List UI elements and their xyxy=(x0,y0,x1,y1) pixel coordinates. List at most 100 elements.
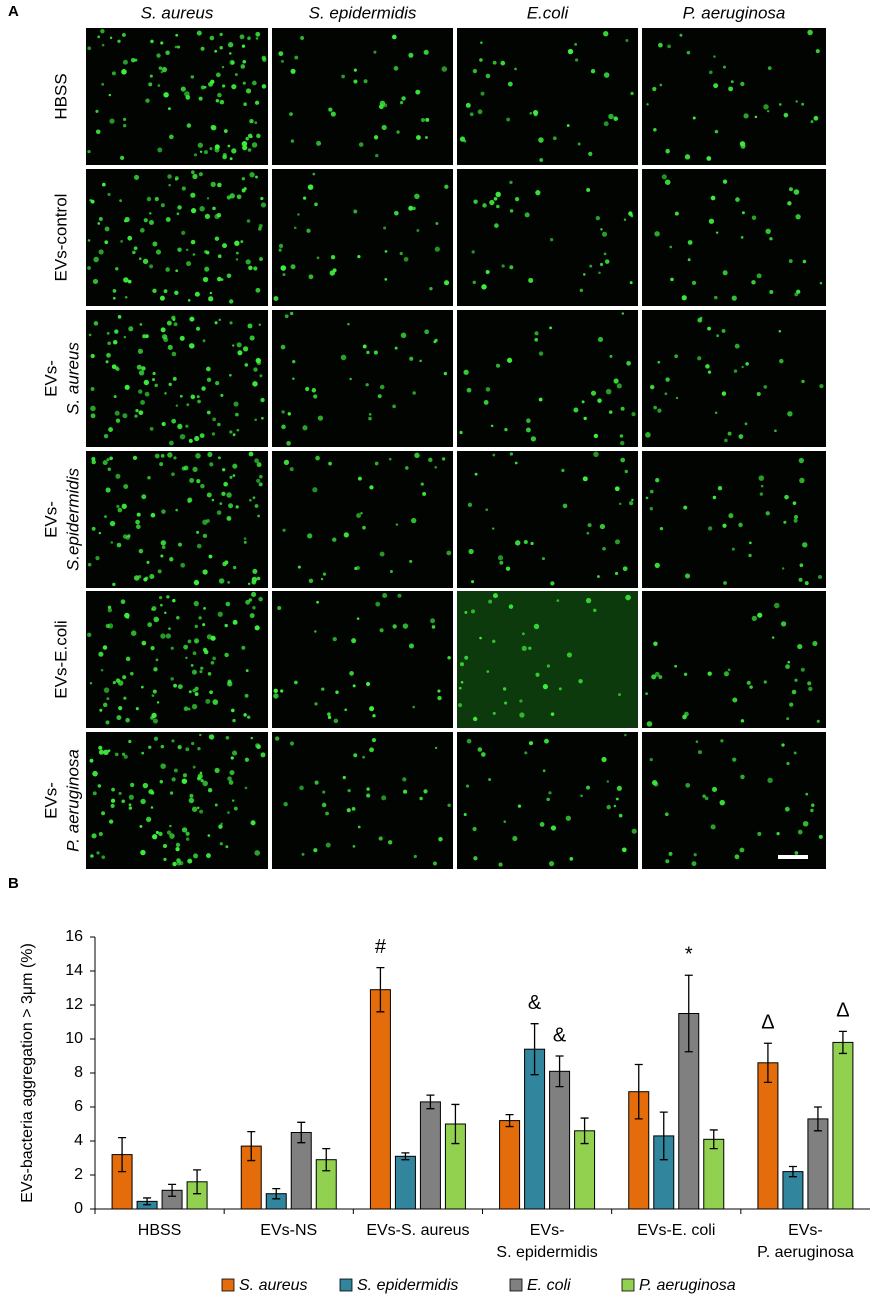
bacterium xyxy=(151,834,158,840)
bacterium xyxy=(731,547,735,551)
bacterium xyxy=(344,708,348,712)
bacterium xyxy=(392,404,396,409)
bacterium xyxy=(297,565,301,569)
bacterium xyxy=(210,181,216,188)
panel-label: B xyxy=(8,875,19,892)
bacterium xyxy=(191,669,197,675)
bacterium xyxy=(550,712,555,716)
bacterium xyxy=(108,819,114,824)
bacterium xyxy=(229,770,235,776)
bacterium xyxy=(123,754,128,759)
bacterium xyxy=(151,694,155,697)
bacterium xyxy=(349,671,354,676)
bar xyxy=(499,1120,521,1210)
bacterium xyxy=(229,299,234,304)
y-tick-label: 8 xyxy=(74,1064,83,1081)
bacterium xyxy=(664,179,671,185)
bacterium xyxy=(134,414,138,418)
bacterium xyxy=(738,522,743,528)
bacterium xyxy=(312,172,316,176)
bacterium xyxy=(549,238,554,242)
micrograph xyxy=(457,732,638,869)
bacterium xyxy=(722,179,728,184)
bacterium xyxy=(815,49,820,54)
micrograph xyxy=(642,310,826,447)
bacterium xyxy=(713,83,719,89)
bacterium xyxy=(108,427,114,432)
bacterium xyxy=(471,580,475,584)
bacterium xyxy=(598,271,601,275)
bacterium xyxy=(724,438,728,443)
bacterium xyxy=(716,334,720,338)
bacterium xyxy=(187,707,191,711)
bacterium xyxy=(428,457,433,463)
bacterium xyxy=(160,41,164,45)
bacterium xyxy=(184,91,190,97)
bacterium xyxy=(727,431,732,436)
bacterium xyxy=(203,150,208,155)
bacterium xyxy=(181,778,188,784)
y-tick-label: 6 xyxy=(74,1098,83,1115)
bacterium xyxy=(150,512,156,518)
bacterium xyxy=(343,532,349,538)
bacterium xyxy=(166,320,172,326)
bacterium xyxy=(193,579,200,586)
bacterium xyxy=(139,824,143,828)
bacterium xyxy=(741,211,745,215)
bacterium xyxy=(290,311,294,316)
bacterium xyxy=(769,289,774,294)
bacterium xyxy=(746,680,751,685)
bacterium xyxy=(235,258,239,261)
bacterium xyxy=(723,671,730,677)
bacterium xyxy=(521,645,527,651)
bacterium xyxy=(738,434,744,439)
bacterium xyxy=(171,418,177,424)
bacterium xyxy=(713,295,718,300)
bacterium xyxy=(241,141,248,147)
bacterium xyxy=(107,605,112,609)
bacterium xyxy=(524,751,528,755)
bacterium xyxy=(787,660,791,664)
bacterium xyxy=(91,526,96,531)
bacterium xyxy=(767,777,773,784)
bacterium xyxy=(221,65,225,69)
bacterium xyxy=(100,668,104,672)
bacterium xyxy=(256,576,261,581)
bacterium xyxy=(749,685,753,689)
bacterium xyxy=(778,329,782,333)
bacterium xyxy=(356,513,362,518)
bacterium xyxy=(313,848,318,853)
bacterium xyxy=(302,196,307,200)
bacterium xyxy=(208,734,215,740)
bacterium xyxy=(495,191,501,198)
bacterium xyxy=(89,682,93,685)
bacterium xyxy=(223,129,228,133)
bacterium xyxy=(506,357,513,363)
bacterium xyxy=(261,55,267,61)
bacterium xyxy=(199,206,205,212)
bacterium xyxy=(734,854,740,860)
bacterium xyxy=(196,30,202,36)
bacterium xyxy=(437,689,441,693)
error-bar xyxy=(530,1023,539,1076)
bacterium xyxy=(794,851,799,855)
bacterium xyxy=(125,717,130,723)
bacterium xyxy=(152,288,157,294)
bacterium xyxy=(561,468,565,473)
bacterium xyxy=(472,68,478,74)
bacterium xyxy=(219,46,223,50)
error-bar xyxy=(401,1152,410,1161)
bacterium xyxy=(322,572,327,576)
bar xyxy=(549,1070,571,1210)
bacterium xyxy=(357,825,361,829)
bacterium xyxy=(514,196,520,202)
bacterium xyxy=(628,211,633,216)
bacterium xyxy=(498,862,503,867)
bacterium xyxy=(740,774,745,780)
bacterium xyxy=(142,334,147,339)
bacterium xyxy=(717,486,723,491)
row-label: EVs-control xyxy=(51,194,70,282)
bacterium xyxy=(582,273,586,276)
bacterium xyxy=(509,452,514,456)
bacterium xyxy=(260,202,267,208)
